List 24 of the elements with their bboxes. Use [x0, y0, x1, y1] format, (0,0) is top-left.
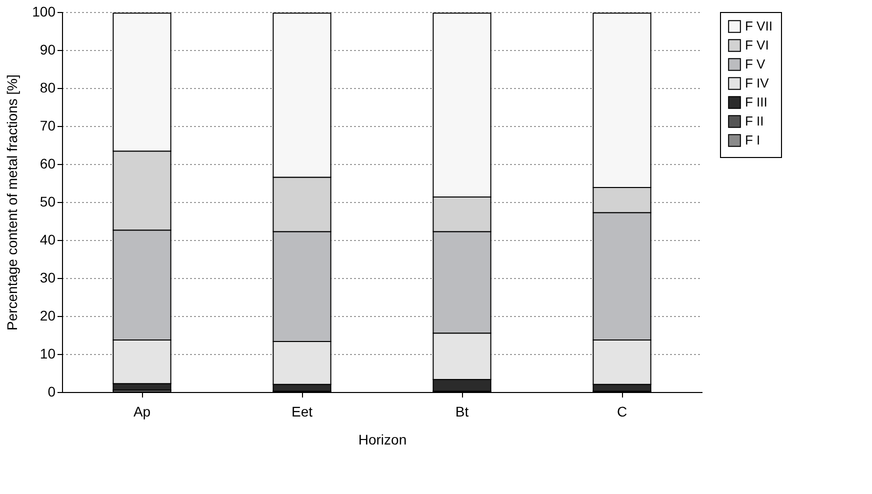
legend-label: F II — [745, 114, 764, 128]
y-tick-label: 20 — [40, 308, 56, 324]
legend-label: F V — [745, 56, 766, 72]
y-axis-title: Percentage content of metal fractions [%] — [4, 74, 20, 331]
y-tick-label: 50 — [40, 194, 56, 210]
legend-label: F IV — [745, 76, 770, 90]
y-tick-label: 80 — [40, 80, 56, 96]
y-tick-label: 90 — [40, 42, 56, 58]
x-tick-label: Ap — [133, 404, 151, 420]
legend-label: F VI — [745, 38, 769, 52]
y-tick-label: 40 — [40, 232, 56, 248]
x-tick-label: Eet — [291, 404, 313, 420]
y-tick-label: 30 — [40, 270, 56, 286]
x-tick-label: C — [616, 404, 628, 420]
y-tick-label: 60 — [40, 156, 56, 172]
legend-label: F I — [745, 132, 760, 148]
legend-label: F VII — [745, 18, 772, 34]
x-axis-title: Horizon — [358, 432, 407, 448]
y-tick-label: 100 — [32, 4, 56, 20]
y-tick-label: 10 — [40, 346, 56, 362]
x-tick-label: Bt — [455, 404, 469, 420]
y-tick-label: 70 — [40, 118, 56, 134]
legend-label: F III — [745, 94, 768, 110]
y-tick-label: 0 — [48, 384, 56, 400]
